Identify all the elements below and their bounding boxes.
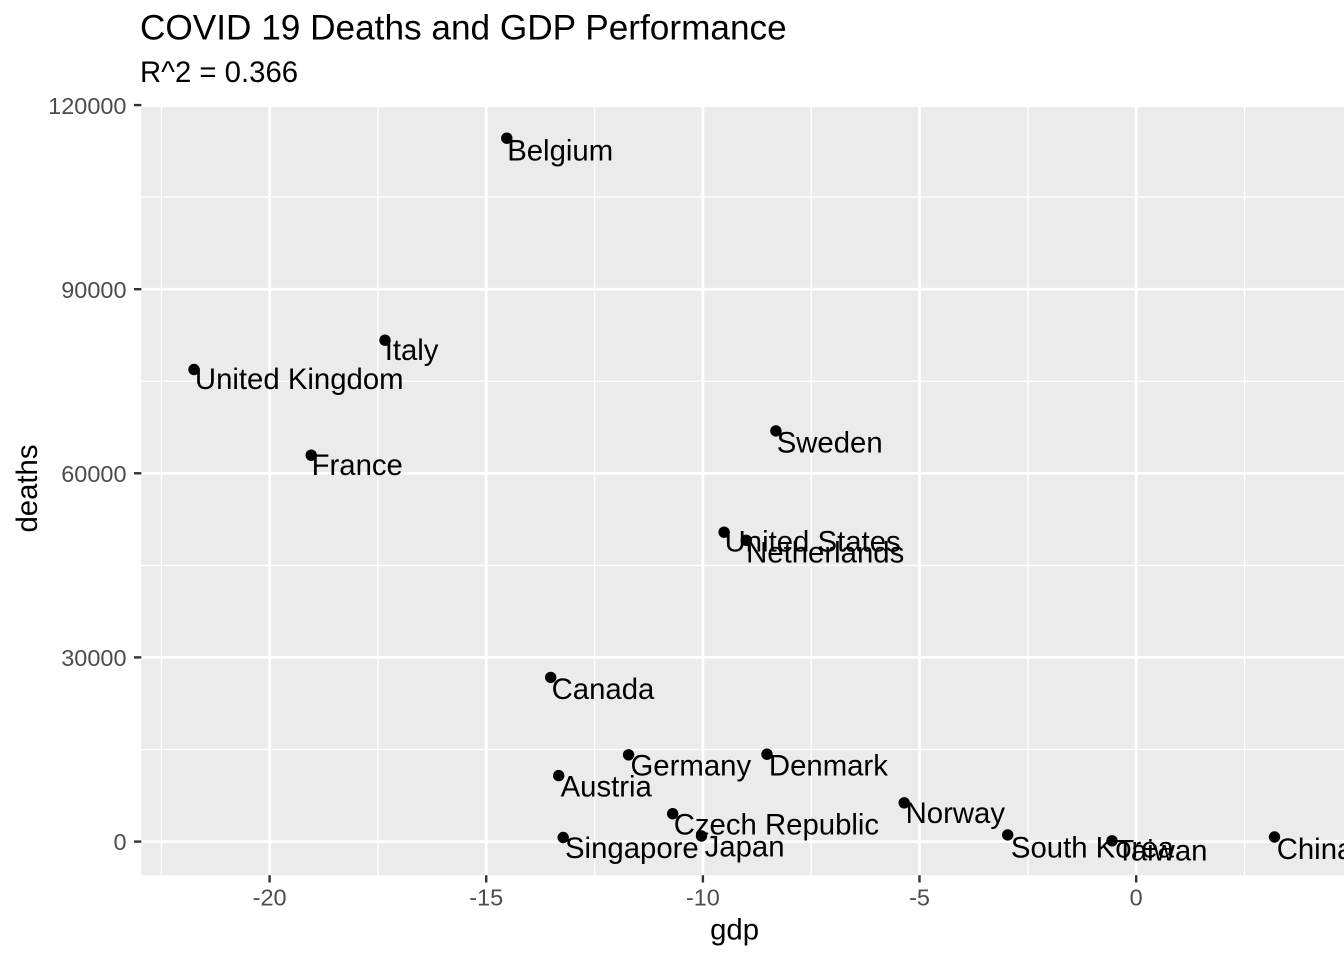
svg-text:Sweden: Sweden xyxy=(777,427,883,460)
svg-text:R^2 = 0.366: R^2 = 0.366 xyxy=(140,56,298,89)
svg-text:Belgium: Belgium xyxy=(507,135,613,168)
svg-text:Austria: Austria xyxy=(561,770,653,803)
svg-text:deaths: deaths xyxy=(11,444,44,532)
svg-text:United Kingdom: United Kingdom xyxy=(195,363,404,396)
svg-text:Japan: Japan xyxy=(705,831,785,864)
svg-text:0: 0 xyxy=(1130,884,1143,910)
svg-text:gdp: gdp xyxy=(710,914,759,947)
svg-text:China: China xyxy=(1277,833,1344,866)
svg-text:Germany: Germany xyxy=(631,750,752,783)
svg-text:Norway: Norway xyxy=(906,797,1006,830)
svg-text:Canada: Canada xyxy=(552,673,655,706)
svg-text:Singapore: Singapore xyxy=(565,832,699,865)
svg-text:Czech Republic: Czech Republic xyxy=(674,808,879,841)
svg-text:120000: 120000 xyxy=(48,93,126,119)
svg-text:Italy: Italy xyxy=(385,334,439,367)
svg-text:Denmark: Denmark xyxy=(769,750,888,783)
svg-text:30000: 30000 xyxy=(61,645,126,671)
svg-text:Taiwan: Taiwan xyxy=(1116,835,1207,868)
svg-text:COVID 19 Deaths and GDP Perfor: COVID 19 Deaths and GDP Performance xyxy=(140,8,787,47)
svg-text:-10: -10 xyxy=(686,884,720,910)
svg-text:0: 0 xyxy=(113,829,126,855)
svg-text:United States: United States xyxy=(725,526,901,559)
svg-text:-20: -20 xyxy=(253,884,287,910)
svg-text:-5: -5 xyxy=(909,884,930,910)
svg-text:-15: -15 xyxy=(469,884,503,910)
svg-text:Netherlands: Netherlands xyxy=(746,537,904,570)
svg-text:60000: 60000 xyxy=(61,461,126,487)
svg-text:South Korea: South Korea xyxy=(1011,832,1175,865)
svg-text:France: France xyxy=(312,449,403,482)
svg-text:90000: 90000 xyxy=(61,277,126,303)
